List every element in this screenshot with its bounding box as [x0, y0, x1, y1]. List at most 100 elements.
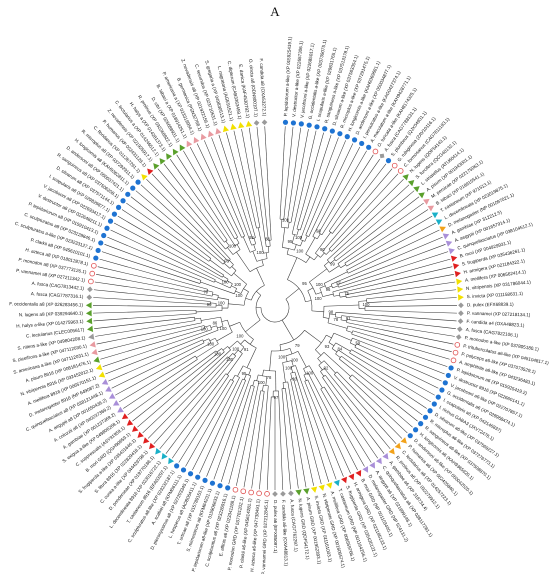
tip-marker: [418, 421, 424, 427]
tree-branch: [256, 374, 259, 381]
tip-marker: [333, 479, 340, 487]
tree-branch: [335, 353, 341, 358]
tip-marker: [448, 248, 455, 255]
bootstrap-value: 79: [295, 343, 300, 348]
tip-marker: [153, 163, 160, 170]
tip-marker: [369, 462, 376, 469]
tree-branch: [214, 280, 231, 289]
tree-branch: [97, 266, 207, 293]
tip-marker: [348, 473, 355, 481]
bootstrap-value: 93: [224, 259, 229, 264]
bootstrap-value: 100: [201, 327, 209, 332]
tree-branch: [204, 325, 211, 328]
tree-branch: [351, 333, 448, 367]
bootstrap-value: 84: [338, 347, 343, 352]
bootstrap-value: 98: [328, 309, 333, 314]
tip-marker: [135, 179, 141, 185]
tip-marker: [329, 128, 335, 134]
tree-branch: [291, 360, 294, 367]
tree-branch-arc: [351, 330, 353, 335]
tip-marker: [288, 490, 294, 497]
tree-branch: [282, 382, 284, 389]
tree-branch: [347, 325, 452, 352]
tip-marker: [180, 467, 187, 473]
tree-branch: [331, 179, 404, 252]
bootstrap-value: 100: [362, 302, 370, 307]
bootstrap-value: 92: [324, 365, 329, 370]
tree-branch: [289, 348, 293, 355]
tip-label: C. lectularius (CLEC005617): [26, 327, 85, 339]
tip-label: P. lepidotorum a-like (XP 015925419.1): [283, 36, 293, 116]
tree-branch: [95, 320, 196, 337]
tree-branch: [333, 190, 415, 259]
bootstrap-value: 100: [232, 346, 240, 351]
tree-branch-arc: [224, 239, 228, 243]
tree-branch: [98, 325, 205, 352]
tree-branch: [346, 281, 456, 298]
tip-marker: [238, 122, 245, 129]
tip-marker: [452, 349, 459, 356]
tree-branch: [358, 300, 367, 302]
tip-marker: [407, 433, 413, 439]
tip-marker: [454, 342, 461, 348]
tip-marker: [215, 128, 222, 135]
bootstrap-value: 86: [213, 320, 218, 325]
tip-marker: [314, 124, 320, 130]
bootstrap-value: 98: [316, 229, 321, 234]
bootstrap-value: 59: [355, 340, 360, 345]
tree-branch: [142, 349, 231, 434]
tree-branch-arc: [354, 343, 357, 348]
tree-branch: [228, 386, 255, 485]
tip-marker: [137, 431, 144, 438]
bootstrap-value: 100: [220, 326, 228, 331]
tree-branch: [228, 303, 245, 306]
tree-branch: [252, 380, 255, 386]
tip-marker: [427, 205, 435, 212]
tree-branch: [326, 334, 332, 339]
tree-branch-arc: [335, 349, 339, 355]
bootstrap-value: 100: [257, 250, 265, 255]
tree-branch: [151, 173, 231, 260]
tree-branch-arc: [315, 253, 321, 258]
tree-branch: [196, 343, 219, 358]
tree-branch: [192, 377, 240, 471]
tree-branch: [307, 287, 314, 291]
tip-marker: [385, 158, 392, 164]
tip-marker: [412, 427, 419, 433]
tip-marker: [422, 414, 429, 420]
tip-marker: [125, 191, 131, 197]
tip-marker: [362, 466, 369, 473]
tree-branch: [331, 348, 338, 353]
tree-branch: [300, 137, 339, 240]
tip-marker: [445, 240, 453, 247]
tree-branch: [285, 388, 299, 489]
tip-marker: [379, 153, 385, 159]
tree-branch: [321, 154, 374, 235]
tip-marker: [86, 294, 93, 301]
tree-branch: [96, 274, 213, 297]
tree-branch: [317, 233, 321, 240]
tree-branch: [305, 300, 312, 302]
tip-marker: [147, 168, 154, 175]
tip-marker: [209, 480, 216, 486]
tree-branch: [308, 143, 354, 237]
bootstrap-value: 88: [265, 237, 270, 242]
tree-branch: [102, 329, 212, 367]
tree-branch: [96, 322, 202, 345]
tree-branch: [256, 267, 265, 286]
tree-branch: [231, 374, 236, 381]
tree-branch: [236, 251, 251, 272]
tree-branch: [309, 268, 328, 283]
tip-marker: [88, 333, 95, 340]
tip-marker: [442, 380, 448, 386]
tip-marker: [93, 255, 99, 261]
tip-marker: [261, 119, 268, 126]
tree-branch: [338, 349, 427, 409]
tip-marker: [326, 482, 333, 489]
tree-branch: [323, 360, 336, 374]
tree-branch-arc: [328, 230, 333, 234]
tree-tips: P. lepidotorum a-like (XP 015925419.1)V.…: [9, 36, 549, 574]
bootstrap-value: 96: [326, 287, 331, 292]
bootstrap-value: 100: [214, 352, 222, 357]
bootstrap-value: 100: [306, 370, 314, 375]
